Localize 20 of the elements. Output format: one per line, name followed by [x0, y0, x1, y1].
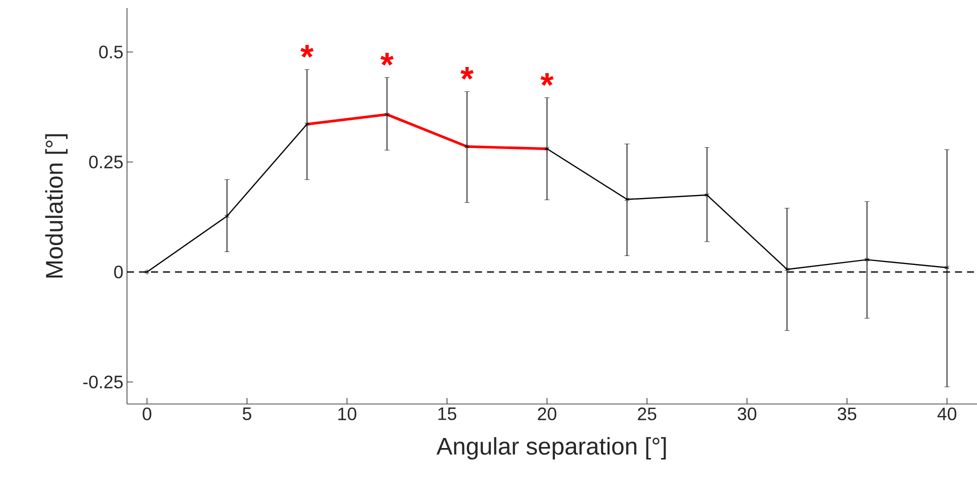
x-tick-label: 0: [142, 408, 152, 420]
x-tick-label: 20: [538, 408, 556, 420]
y-axis-title: Modulation [°]: [45, 134, 68, 278]
annotation: *: [300, 45, 314, 58]
annotation: *: [380, 52, 394, 66]
annotation: *: [460, 67, 474, 80]
y-tick-label: 0: [114, 266, 123, 278]
x-axis-title: Angular separation [°]: [436, 437, 666, 460]
y-tick-label: -0.25: [83, 376, 123, 388]
annotation: *: [540, 73, 554, 86]
x-tick-label: 10: [338, 408, 356, 420]
y-tick-label: 0.5: [99, 46, 123, 58]
y-tick-label: 0.25: [89, 156, 123, 168]
line-series: [306, 113, 548, 150]
x-tick-label: 15: [438, 408, 456, 420]
x-tick-label: 35: [838, 408, 856, 420]
x-tick-label: 5: [242, 408, 252, 420]
x-tick-label: 40: [937, 408, 956, 420]
x-tick-label: 25: [638, 408, 656, 420]
x-tick-label: 30: [738, 408, 756, 420]
